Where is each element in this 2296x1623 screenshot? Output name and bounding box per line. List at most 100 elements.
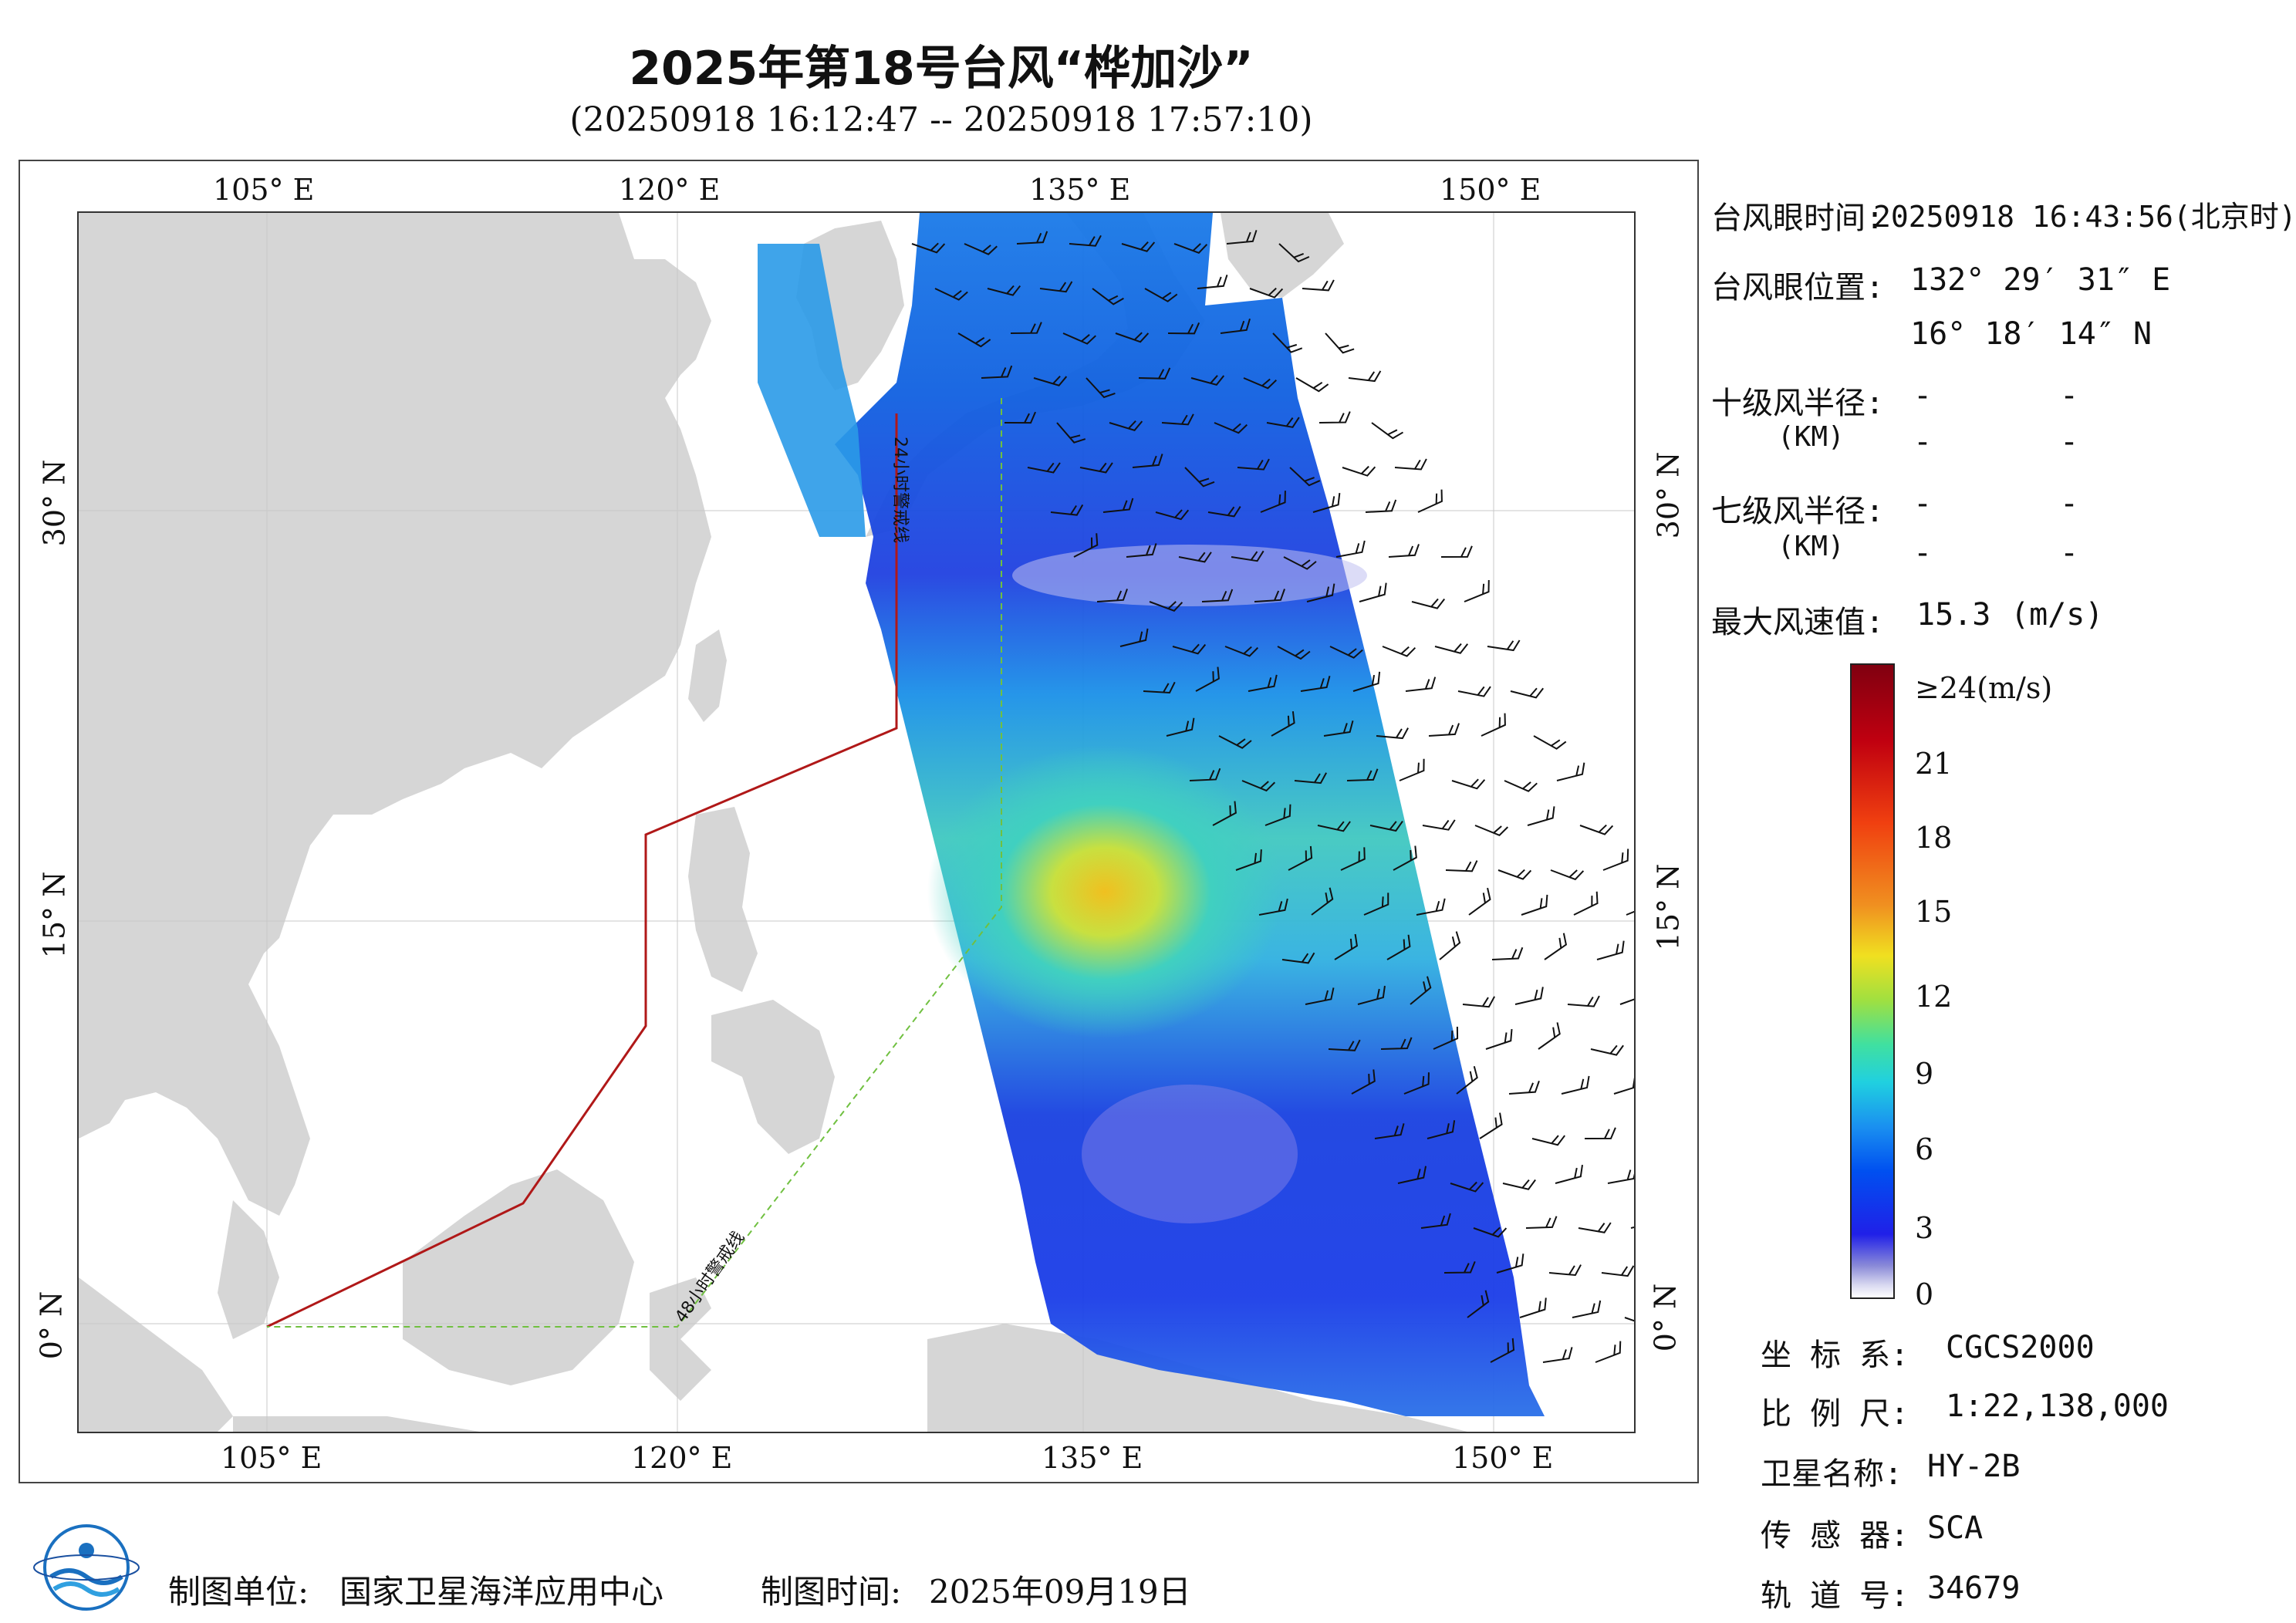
wind-barb xyxy=(1092,288,1124,305)
r7-label: 七级风半径: xyxy=(1711,494,1885,529)
wind-barb xyxy=(981,365,1013,379)
wind-barb xyxy=(1226,230,1258,245)
wind-barb xyxy=(1016,231,1048,245)
wind-barb xyxy=(1149,601,1183,612)
wind-barb xyxy=(1464,579,1490,602)
wind-barb xyxy=(1241,780,1276,792)
wind-barb xyxy=(1109,420,1143,431)
wind-barb xyxy=(1243,377,1277,390)
wind-barb xyxy=(1056,422,1086,444)
date-value: 2025年09月19日 xyxy=(929,1573,1191,1611)
wind-barb xyxy=(1556,762,1585,781)
land-new-guinea xyxy=(927,1324,1467,1432)
wind-barb xyxy=(1382,646,1416,657)
colorbar-label-24: ≥24(m/s) xyxy=(1915,671,2053,705)
wind-barb xyxy=(1579,824,1614,835)
wind-barb xyxy=(1039,281,1073,293)
wind-barb xyxy=(1596,940,1625,960)
wind-barb xyxy=(1050,504,1084,516)
max-wind-unit: (m/s) xyxy=(2011,597,2104,633)
wind-barb xyxy=(1443,1261,1476,1274)
r7-dash-3: - xyxy=(1913,535,1933,571)
wind-barb xyxy=(1272,332,1303,353)
colorbar-label-21: 21 xyxy=(1915,747,1953,781)
r10-label: 十级风半径: xyxy=(1711,386,1885,421)
wind-barb xyxy=(1342,465,1376,477)
sensor-label: 传 感 器: xyxy=(1761,1518,1909,1554)
wind-barb xyxy=(1394,458,1427,471)
wind-barb xyxy=(1411,598,1446,609)
wind-barb xyxy=(1319,411,1351,423)
wind-barb xyxy=(1479,1112,1503,1139)
map-canvas[interactable]: 24小时警戒线 48小时警戒线 xyxy=(77,211,1886,1433)
org-value: 国家卫星海洋应用中心 xyxy=(339,1573,664,1611)
wind-barb xyxy=(1359,582,1387,602)
eye-latitude: 16° 18′ 14″ N xyxy=(1910,316,2152,352)
wind-barb xyxy=(1439,931,1461,960)
wind-barb xyxy=(1143,681,1176,693)
r7-km-label: (KM) xyxy=(1778,531,1845,562)
wind-barb xyxy=(1544,933,1568,960)
r10-dash-3: - xyxy=(1913,424,1933,460)
wind-barb xyxy=(1027,462,1061,474)
land-asia-mainland xyxy=(79,213,711,1216)
wind-barb xyxy=(1178,552,1212,563)
wind-barb xyxy=(1329,646,1363,659)
wind-barb xyxy=(1481,713,1506,737)
wind-barb xyxy=(1283,556,1317,570)
wind-barb xyxy=(1102,498,1134,513)
wind-barb xyxy=(1468,887,1491,916)
wind-barb xyxy=(1264,804,1292,826)
wind-barb xyxy=(1416,898,1446,916)
wind-barb xyxy=(1374,1123,1405,1139)
wind-barb xyxy=(1073,533,1099,558)
wind-barb xyxy=(1567,995,1600,1007)
lon-tick-top-120: 120° E xyxy=(619,173,721,207)
r10-dash-1: - xyxy=(1913,378,1933,413)
org-label: 制图单位: xyxy=(168,1573,309,1611)
scale-value: 1:22,138,000 xyxy=(1946,1388,2169,1424)
wind-barb xyxy=(1346,768,1379,781)
wind-barb xyxy=(1590,1044,1624,1056)
wind-barb xyxy=(1190,375,1225,386)
wind-barb xyxy=(1602,849,1629,871)
lon-tick-top-150: 150° E xyxy=(1440,173,1541,207)
wind-barb xyxy=(1405,677,1437,692)
wind-barb xyxy=(1531,1135,1565,1146)
wind-barb xyxy=(1069,235,1102,247)
eye-longitude: 132° 29′ 31″ E xyxy=(1910,262,2171,298)
wind-barb xyxy=(1527,806,1555,826)
wind-barb xyxy=(1323,720,1354,737)
land-borneo xyxy=(403,1169,634,1385)
warning-line-48h xyxy=(267,398,1002,1328)
lat-tick-left-0: 0° N xyxy=(34,1291,69,1360)
wind-barb xyxy=(1237,458,1270,471)
wind-barb xyxy=(1521,894,1548,916)
wind-barb xyxy=(1601,1265,1635,1277)
wind-barb xyxy=(1595,1341,1622,1363)
wind-barb xyxy=(1249,287,1284,299)
wind-barb xyxy=(1451,778,1486,790)
wind-barb xyxy=(1166,717,1195,737)
wind-barb xyxy=(1485,1028,1513,1050)
wind-barb xyxy=(1334,933,1358,960)
colorbar-label-9: 9 xyxy=(1915,1057,1934,1091)
wind-barb xyxy=(1294,772,1327,785)
low-wind-band xyxy=(1012,545,1367,606)
wind-barb xyxy=(1508,1080,1540,1095)
map-frame xyxy=(19,160,1699,1483)
orbit-label: 轨 道 号: xyxy=(1761,1578,1909,1614)
colorbar-label-18: 18 xyxy=(1915,821,1953,855)
r7-dash-2: - xyxy=(2060,486,2079,521)
wind-barb xyxy=(1386,934,1411,960)
land-java xyxy=(233,1416,480,1432)
wind-barb xyxy=(1450,1181,1484,1193)
wind-barb xyxy=(1428,723,1460,737)
colorbar-label-6: 6 xyxy=(1915,1132,1934,1166)
lon-tick-top-135: 135° E xyxy=(1029,173,1131,207)
wind-barb xyxy=(1573,891,1599,916)
wind-barb xyxy=(1491,946,1524,960)
wind-barb xyxy=(1371,422,1404,440)
crs-label: 坐 标 系: xyxy=(1761,1338,1909,1373)
low-wind-patch-south xyxy=(1082,1085,1298,1223)
